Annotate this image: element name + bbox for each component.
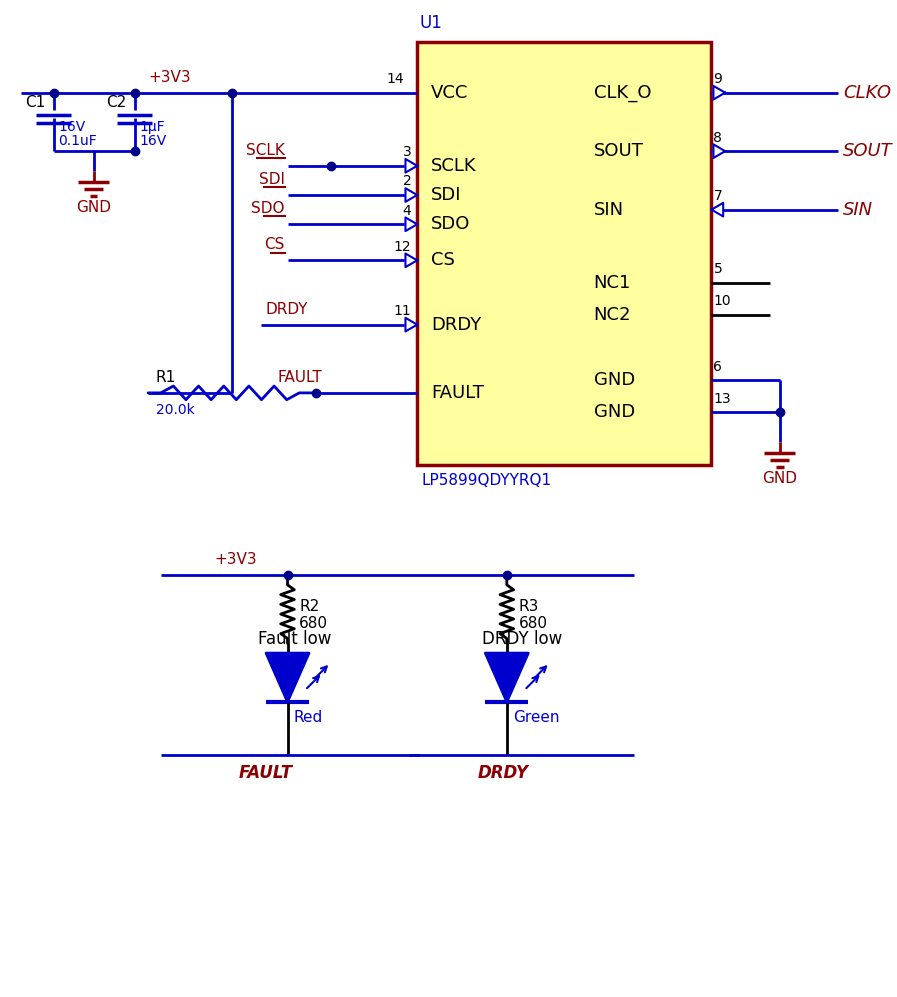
Text: DRDY low: DRDY low bbox=[483, 630, 562, 648]
Text: DRDY: DRDY bbox=[477, 764, 528, 782]
Text: FAULT: FAULT bbox=[239, 764, 293, 782]
Text: GND: GND bbox=[76, 200, 111, 215]
Text: 4: 4 bbox=[403, 203, 412, 217]
Text: 680: 680 bbox=[300, 616, 328, 631]
Text: SOUT: SOUT bbox=[594, 143, 643, 161]
Text: CS: CS bbox=[265, 237, 284, 252]
Text: Fault low: Fault low bbox=[258, 630, 332, 648]
Text: +3V3: +3V3 bbox=[214, 552, 257, 567]
Polygon shape bbox=[405, 188, 417, 201]
Text: 11: 11 bbox=[394, 304, 412, 318]
Text: 3: 3 bbox=[403, 146, 412, 160]
Text: 13: 13 bbox=[713, 392, 731, 406]
Text: VCC: VCC bbox=[431, 84, 468, 102]
Text: R3: R3 bbox=[518, 599, 539, 614]
Text: 680: 680 bbox=[518, 616, 547, 631]
Text: 16V: 16V bbox=[58, 120, 86, 134]
Text: 5: 5 bbox=[713, 262, 722, 276]
Text: 16V: 16V bbox=[139, 135, 167, 149]
Text: CLKO: CLKO bbox=[843, 84, 891, 102]
Text: SDI: SDI bbox=[258, 171, 284, 186]
Text: NC2: NC2 bbox=[594, 306, 631, 324]
Text: SDO: SDO bbox=[251, 201, 284, 216]
Text: 6: 6 bbox=[713, 360, 722, 374]
Polygon shape bbox=[405, 217, 417, 231]
Text: 20.0k: 20.0k bbox=[156, 404, 195, 418]
Text: SCLK: SCLK bbox=[246, 143, 284, 158]
Polygon shape bbox=[485, 653, 528, 702]
Text: GND: GND bbox=[594, 404, 635, 422]
Polygon shape bbox=[405, 253, 417, 267]
Text: GND: GND bbox=[594, 371, 635, 389]
Polygon shape bbox=[405, 159, 417, 172]
Text: C2: C2 bbox=[107, 95, 126, 110]
Text: 2: 2 bbox=[403, 174, 412, 188]
Polygon shape bbox=[711, 202, 723, 216]
Text: SDO: SDO bbox=[431, 215, 470, 233]
Text: SCLK: SCLK bbox=[431, 157, 476, 174]
Text: LP5899QDYYRQ1: LP5899QDYYRQ1 bbox=[421, 473, 551, 488]
Text: SOUT: SOUT bbox=[843, 143, 893, 161]
Text: +3V3: +3V3 bbox=[148, 70, 191, 85]
Text: DRDY: DRDY bbox=[266, 301, 308, 317]
Text: R2: R2 bbox=[300, 599, 319, 614]
Text: C1: C1 bbox=[25, 95, 46, 110]
Text: Green: Green bbox=[513, 710, 559, 725]
Text: 14: 14 bbox=[387, 72, 405, 86]
Text: 1μF: 1μF bbox=[139, 120, 165, 134]
Text: FAULT: FAULT bbox=[431, 384, 483, 402]
Text: CLK_O: CLK_O bbox=[594, 84, 651, 102]
Text: DRDY: DRDY bbox=[431, 316, 481, 334]
Text: FAULT: FAULT bbox=[278, 370, 323, 385]
Text: R1: R1 bbox=[156, 370, 176, 385]
Text: 7: 7 bbox=[713, 189, 722, 203]
Text: GND: GND bbox=[762, 472, 797, 487]
Polygon shape bbox=[713, 145, 725, 158]
Text: U1: U1 bbox=[419, 14, 442, 32]
Bar bbox=[417, 42, 711, 465]
Text: SIN: SIN bbox=[594, 200, 623, 218]
Text: 9: 9 bbox=[713, 72, 722, 86]
Text: NC1: NC1 bbox=[594, 274, 631, 292]
Text: SIN: SIN bbox=[843, 200, 873, 218]
Polygon shape bbox=[713, 86, 725, 100]
Text: SDI: SDI bbox=[431, 186, 461, 204]
Text: 0.1uF: 0.1uF bbox=[58, 135, 97, 149]
Text: 12: 12 bbox=[394, 239, 412, 253]
Text: Red: Red bbox=[293, 710, 323, 725]
Polygon shape bbox=[405, 318, 417, 331]
Text: 10: 10 bbox=[713, 294, 731, 308]
Text: CS: CS bbox=[431, 251, 455, 269]
Polygon shape bbox=[266, 653, 309, 702]
Text: 8: 8 bbox=[713, 131, 722, 145]
